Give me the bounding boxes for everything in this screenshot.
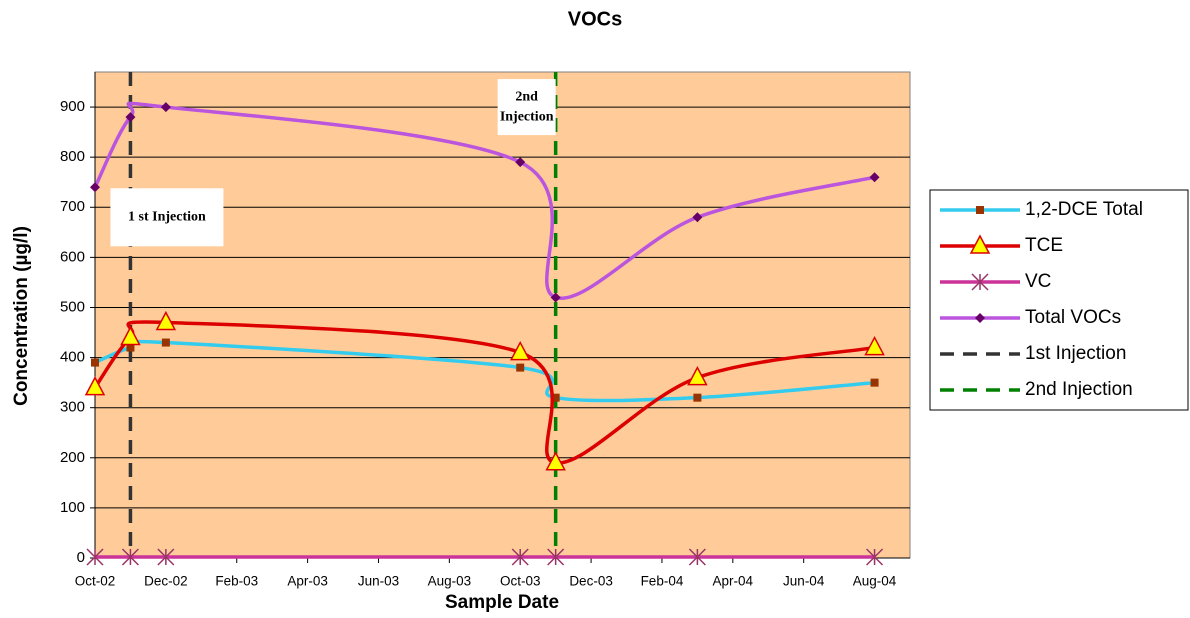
legend-box <box>929 189 1189 411</box>
marker <box>155 310 177 331</box>
marker <box>975 313 985 323</box>
marker <box>688 548 706 566</box>
x-tick-label: Apr-04 <box>713 574 754 589</box>
y-tick-label: 500 <box>60 298 85 315</box>
marker <box>971 273 989 291</box>
marker <box>869 172 880 183</box>
annotation-box <box>497 79 556 136</box>
marker <box>976 206 984 214</box>
y-tick-label: 100 <box>60 499 85 516</box>
marker <box>84 376 106 396</box>
x-tick-label: Oct-03 <box>500 574 541 589</box>
legend-label: 2nd Injection <box>1025 379 1133 400</box>
marker <box>126 343 135 352</box>
y-tick-label: 900 <box>60 98 85 115</box>
marker <box>693 393 702 402</box>
marker <box>969 234 991 254</box>
x-tick-label: Dec-03 <box>569 574 613 589</box>
x-tick-label: Jun-04 <box>783 574 825 589</box>
y-tick-label: 300 <box>60 399 85 416</box>
marker <box>551 393 560 402</box>
legend-label: Total VOCs <box>1025 307 1121 328</box>
annotation-text: 2nd <box>515 89 538 104</box>
legend-label: 1st Injection <box>1025 343 1126 364</box>
y-tick-label: 700 <box>60 198 85 215</box>
legend-label: TCE <box>1025 235 1063 256</box>
marker <box>90 182 100 193</box>
annotation-text: 1 st Injection <box>128 210 206 225</box>
marker <box>692 212 703 223</box>
chart-title: VOCs <box>568 8 622 30</box>
x-tick-label: Jun-03 <box>358 574 399 589</box>
marker <box>160 102 171 113</box>
marker <box>125 112 136 123</box>
legend-label: VC <box>1025 271 1051 292</box>
marker <box>121 548 139 566</box>
marker <box>161 338 170 347</box>
legend-label: 1,2-DCE Total <box>1025 199 1143 220</box>
plot-area <box>94 71 911 559</box>
marker <box>157 548 175 566</box>
annotation-box <box>110 188 224 247</box>
annotation-text: Injection <box>500 109 554 124</box>
marker <box>866 548 884 566</box>
x-tick-label: Apr-03 <box>287 574 328 589</box>
marker <box>511 548 529 566</box>
marker <box>515 157 526 168</box>
y-tick-label: 400 <box>60 349 85 366</box>
marker <box>870 378 879 387</box>
marker <box>86 548 104 566</box>
marker <box>547 548 565 566</box>
x-tick-label: Oct-02 <box>75 574 116 589</box>
x-tick-label: Aug-04 <box>853 574 897 589</box>
y-tick-label: 200 <box>60 449 85 466</box>
y-tick-label: 800 <box>60 148 85 165</box>
marker <box>516 363 525 372</box>
x-tick-label: Dec-02 <box>144 574 188 589</box>
marker <box>550 292 561 303</box>
marker <box>509 340 531 361</box>
x-tick-label: Aug-03 <box>428 574 472 589</box>
marker <box>864 335 885 356</box>
marker <box>120 325 141 346</box>
marker <box>91 358 99 367</box>
x-tick-label: Feb-04 <box>641 574 684 589</box>
x-axis-label: Sample Date <box>445 592 559 613</box>
y-tick-label: 0 <box>77 549 85 566</box>
y-axis-label: Concentration (µg/l) <box>11 226 32 406</box>
marker <box>687 366 708 386</box>
marker <box>545 451 566 471</box>
x-tick-label: Feb-03 <box>215 574 258 589</box>
y-tick-label: 600 <box>60 248 85 265</box>
